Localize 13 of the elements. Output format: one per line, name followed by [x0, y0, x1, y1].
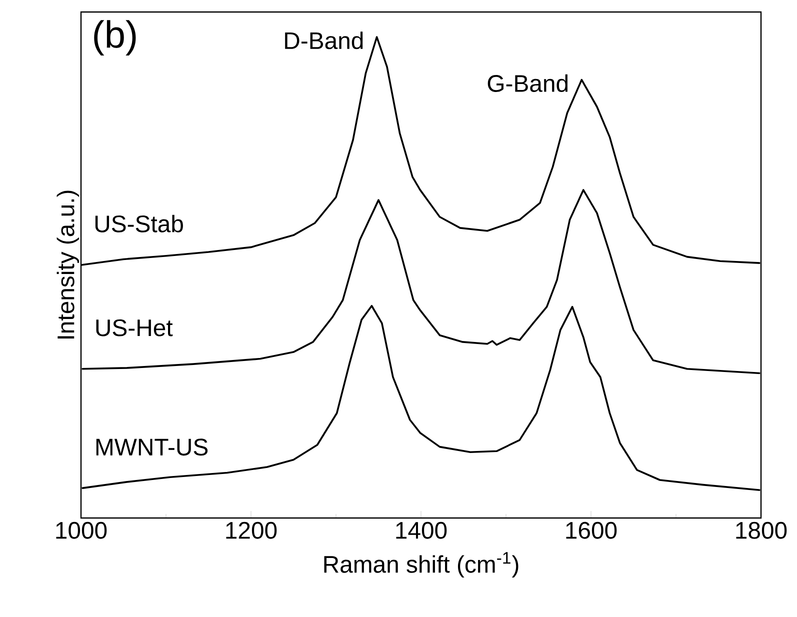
series-label: US-Stab	[95, 214, 183, 232]
x-axis-title: Raman shift (cm$^{-1}$)	[324, 552, 518, 578]
series-label: MWNT-US	[96, 438, 208, 456]
x-tick-label: 1000	[56, 522, 107, 539]
annotation: (b)	[94, 20, 136, 56]
x-tick-label: 1200	[226, 522, 277, 539]
annotation: G-Band	[488, 74, 568, 92]
annotation: D-Band	[285, 32, 363, 50]
x-tick-label: 1800	[736, 522, 787, 539]
series-label: US-Het	[96, 319, 173, 336]
x-tick-label: 1600	[566, 522, 617, 539]
y-axis-title: Intensity (a.u.)	[56, 190, 80, 339]
x-tick-label: 1400	[396, 522, 447, 539]
